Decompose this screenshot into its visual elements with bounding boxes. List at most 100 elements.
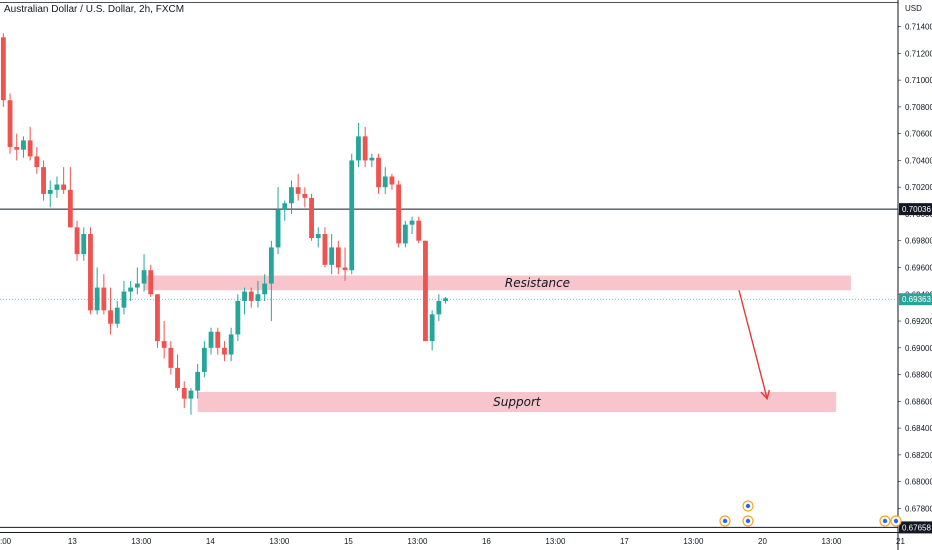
x-tick-label: 13:00 xyxy=(269,537,290,546)
candle-up xyxy=(128,287,134,292)
candle-up xyxy=(94,287,100,311)
y-tick-label: 0.68800 xyxy=(905,371,932,380)
candle-down xyxy=(155,294,160,342)
candle-down xyxy=(14,147,20,150)
x-tick-label: 20 xyxy=(758,537,767,546)
candle-up xyxy=(275,209,281,248)
y-tick-label: 0.69000 xyxy=(905,344,932,353)
candle-up xyxy=(436,300,442,315)
candle-down xyxy=(423,240,428,342)
candle-down xyxy=(396,184,402,244)
candle-down xyxy=(101,287,107,311)
candle-down xyxy=(88,234,93,311)
x-tick-label: 16 xyxy=(482,537,491,546)
candle-down xyxy=(175,367,180,388)
y-tick-label: 0.70400 xyxy=(905,156,932,165)
candle-up xyxy=(201,347,207,372)
candle-up xyxy=(188,390,194,399)
candle-down xyxy=(302,193,308,198)
candle-down xyxy=(309,197,314,239)
candle-up xyxy=(315,234,321,239)
event-marker-dot xyxy=(745,503,751,509)
candle-up xyxy=(141,270,147,284)
y-tick-label: 0.70200 xyxy=(905,183,932,192)
candle-up xyxy=(282,203,288,210)
candle-up xyxy=(195,371,201,391)
candle-down xyxy=(215,331,221,348)
y-tick-label: 0.71200 xyxy=(905,49,932,58)
y-tick-label: 0.67800 xyxy=(905,504,932,513)
event-marker-dot xyxy=(882,518,888,524)
candle-up xyxy=(349,160,355,271)
candle-down xyxy=(67,189,73,228)
x-tick-label: 13 xyxy=(68,537,77,546)
candle-down xyxy=(161,341,167,348)
y-tick-label: 0.69800 xyxy=(905,237,932,246)
x-tick-label: 17 xyxy=(620,537,629,546)
x-tick-label: 14 xyxy=(206,537,215,546)
resistance-zone xyxy=(144,275,851,291)
candle-up xyxy=(329,247,335,265)
y-tick-label: 0.69600 xyxy=(905,264,932,273)
candle-down xyxy=(295,187,301,194)
candle-up xyxy=(235,300,241,335)
x-tick-label: 13:00 xyxy=(683,537,704,546)
candle-up xyxy=(134,283,140,288)
candle-down xyxy=(61,184,67,190)
candle-up xyxy=(429,314,435,342)
x-tick-label: 21 xyxy=(896,537,905,546)
y-tick-label: 0.71000 xyxy=(905,76,932,85)
candle-up xyxy=(54,184,60,190)
last-price-label: 0.67658 xyxy=(902,523,931,532)
candle-up xyxy=(81,234,87,255)
y-tick-label: 0.69200 xyxy=(905,317,932,326)
candle-down xyxy=(335,247,341,268)
y-tick-label: 0.70600 xyxy=(905,130,932,139)
x-tick-label: 13:00 xyxy=(407,537,428,546)
candle-down xyxy=(376,157,381,188)
candle-down xyxy=(416,220,422,241)
current-price-badge xyxy=(899,293,932,306)
candle-up xyxy=(382,176,388,188)
candle-up xyxy=(121,291,127,308)
candle-down xyxy=(181,387,187,399)
candle-up xyxy=(228,334,234,355)
candle-down xyxy=(0,37,6,101)
event-marker-dot xyxy=(893,518,899,524)
candle-down xyxy=(108,310,113,324)
forecast-arrow-head xyxy=(760,389,771,401)
candle-down xyxy=(7,100,13,148)
candle-up xyxy=(21,140,26,150)
x-tick-label: 13:00 xyxy=(131,537,152,546)
horizontal-line-badge xyxy=(899,203,932,216)
forecast-arrow-line xyxy=(738,290,768,399)
candle-up xyxy=(262,283,268,295)
candle-down xyxy=(168,347,174,368)
event-marker-dot xyxy=(722,518,728,524)
candle-up xyxy=(443,298,448,301)
candle-down xyxy=(27,140,33,157)
candle-up xyxy=(268,247,274,284)
candle-down xyxy=(74,227,80,255)
current-price-label: 0.69363 xyxy=(902,295,931,304)
candle-up xyxy=(402,224,408,244)
candle-down xyxy=(362,136,368,161)
candle-down xyxy=(41,167,46,194)
y-tick-label: 0.71400 xyxy=(905,23,932,32)
y-tick-label: 0.70800 xyxy=(905,103,932,112)
event-marker-dot xyxy=(745,518,751,524)
support-label: Support xyxy=(493,395,542,409)
y-tick-label: 0.68600 xyxy=(905,397,932,406)
x-tick-label: 3:00 xyxy=(0,537,12,546)
candle-down xyxy=(148,270,154,295)
chart-title: Australian Dollar / U.S. Dollar, 2h, FXC… xyxy=(4,4,185,15)
x-tick-label: 13:00 xyxy=(545,537,566,546)
y-tick-label: 0.68200 xyxy=(905,451,932,460)
candle-up xyxy=(242,291,247,301)
x-tick-label: 13:00 xyxy=(821,537,842,546)
candle-up xyxy=(255,294,261,301)
candle-down xyxy=(222,347,227,355)
